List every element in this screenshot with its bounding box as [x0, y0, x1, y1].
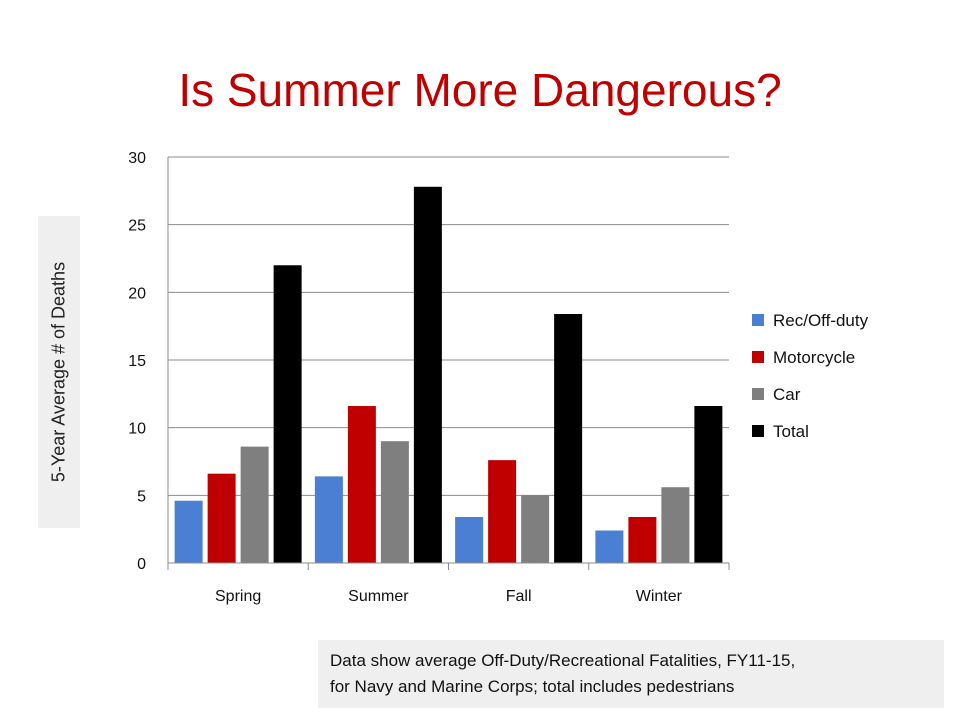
- y-tick-label: 0: [137, 556, 146, 573]
- bar-rec-off-duty-fall: [455, 516, 484, 563]
- x-tick-label: Winter: [636, 588, 683, 605]
- y-axis-label-box: 5-Year Average # of Deaths: [38, 216, 80, 528]
- bar-car-summer: [380, 441, 409, 563]
- bar-rec-off-duty-winter: [595, 530, 624, 563]
- x-tick-label: Fall: [506, 588, 532, 605]
- bar-total-winter: [694, 406, 723, 563]
- x-tick-label: Spring: [215, 588, 261, 605]
- legend-label: Total: [773, 422, 809, 441]
- bar-total-fall: [554, 313, 583, 563]
- bar-total-summer: [413, 186, 442, 564]
- legend-label: Rec/Off-duty: [773, 311, 869, 330]
- legend-label: Motorcycle: [773, 348, 855, 367]
- legend-swatch: [752, 388, 764, 400]
- y-tick-label: 15: [128, 353, 146, 370]
- y-tick-label: 5: [137, 488, 146, 505]
- bar-motorcycle-spring: [207, 473, 236, 563]
- x-tick-label: Summer: [348, 588, 409, 605]
- chart-title: Is Summer More Dangerous?: [178, 64, 782, 116]
- y-tick-label: 25: [128, 218, 146, 235]
- data-note-line-2: for Navy and Marine Corps; total include…: [330, 677, 735, 696]
- y-tick-label: 30: [128, 150, 146, 167]
- legend-swatch: [752, 314, 764, 326]
- bar-motorcycle-fall: [488, 460, 517, 563]
- legend-swatch: [752, 351, 764, 363]
- legend-swatch: [752, 425, 764, 437]
- bar-rec-off-duty-summer: [314, 476, 343, 563]
- data-note-line-1: Data show average Off-Duty/Recreational …: [330, 651, 796, 670]
- y-tick-label: 20: [128, 285, 146, 302]
- data-note: Data show average Off-Duty/Recreational …: [318, 640, 944, 708]
- bar-car-fall: [521, 495, 550, 563]
- bar-total-spring: [273, 265, 302, 563]
- legend-label: Car: [773, 385, 801, 404]
- bar-car-winter: [661, 487, 690, 563]
- bar-motorcycle-summer: [347, 406, 376, 563]
- y-tick-label: 10: [128, 421, 146, 438]
- bar-motorcycle-winter: [628, 516, 657, 563]
- bar-rec-off-duty-spring: [174, 500, 203, 563]
- bar-car-spring: [240, 446, 269, 563]
